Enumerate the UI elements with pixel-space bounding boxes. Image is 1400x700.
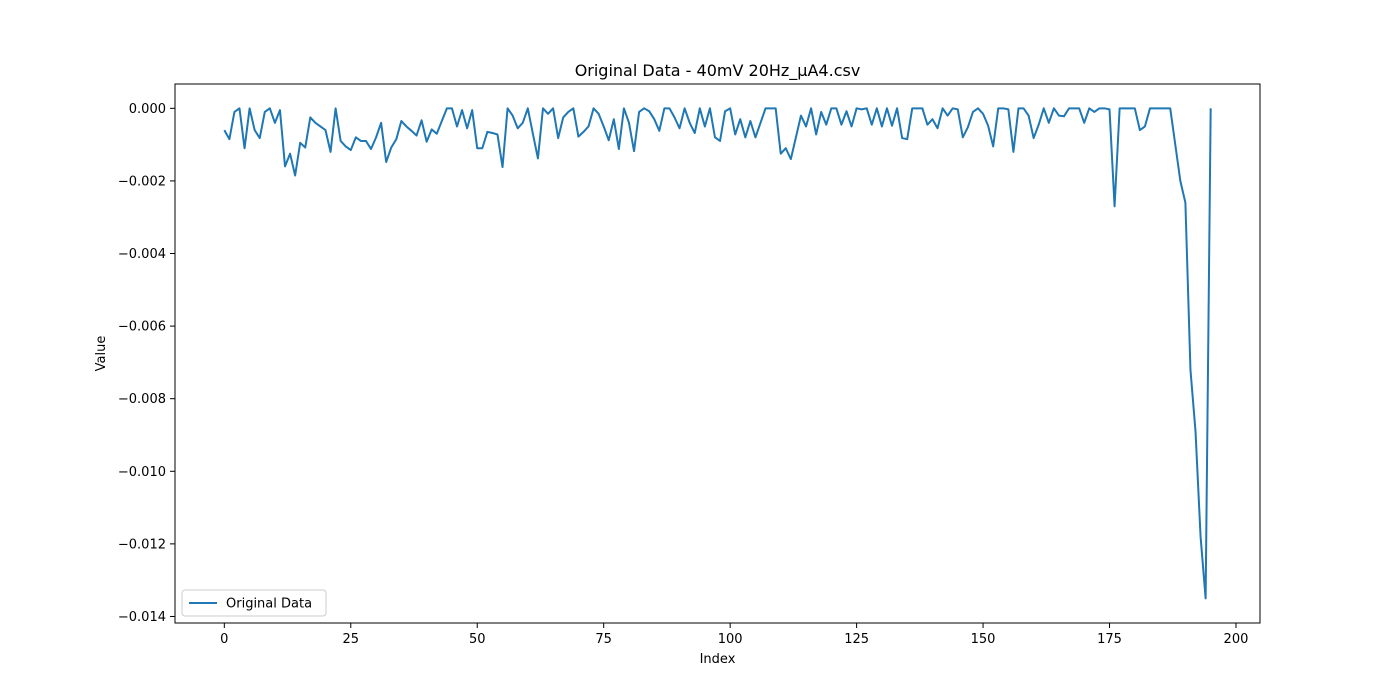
plot-frame (174, 83, 1261, 624)
x-tick-label: 125 (844, 632, 869, 647)
x-tick-label: 25 (343, 632, 360, 647)
y-tick-label: −0.010 (118, 465, 166, 480)
x-tick-label: 0 (220, 632, 228, 647)
legend-label-original-data: Original Data (226, 597, 312, 612)
chart-title: Original Data - 40mV 20Hz_μA4.csv (575, 61, 861, 81)
x-axis-label: Index (700, 652, 736, 667)
x-tick-label: 175 (1097, 632, 1122, 647)
x-tick-label: 150 (971, 632, 996, 647)
x-axis: 0 25 50 75 100 125 150 175 200 (220, 623, 1248, 647)
y-axis: 0.000 −0.002 −0.004 −0.006 −0.008 −0.010 −0.01… (118, 102, 175, 625)
series-layer (223, 107, 1212, 600)
x-tick-label: 100 (718, 632, 743, 647)
legend: Original Data (181, 589, 327, 617)
legend-box (181, 589, 327, 617)
plot-area (175, 84, 1260, 623)
y-tick-label: 0.000 (129, 102, 166, 117)
y-tick-label: −0.006 (118, 320, 166, 335)
y-axis-label: Value (94, 336, 109, 372)
series-line-0 (223, 107, 1212, 600)
y-tick-label: −0.008 (118, 392, 166, 407)
x-tick-label: 50 (469, 632, 486, 647)
x-tick-label: 75 (595, 632, 612, 647)
y-tick-label: −0.004 (118, 247, 166, 262)
y-tick-label: −0.014 (118, 610, 166, 625)
x-tick-label: 200 (1224, 632, 1249, 647)
y-tick-label: −0.002 (118, 174, 166, 189)
y-tick-label: −0.012 (118, 537, 166, 552)
